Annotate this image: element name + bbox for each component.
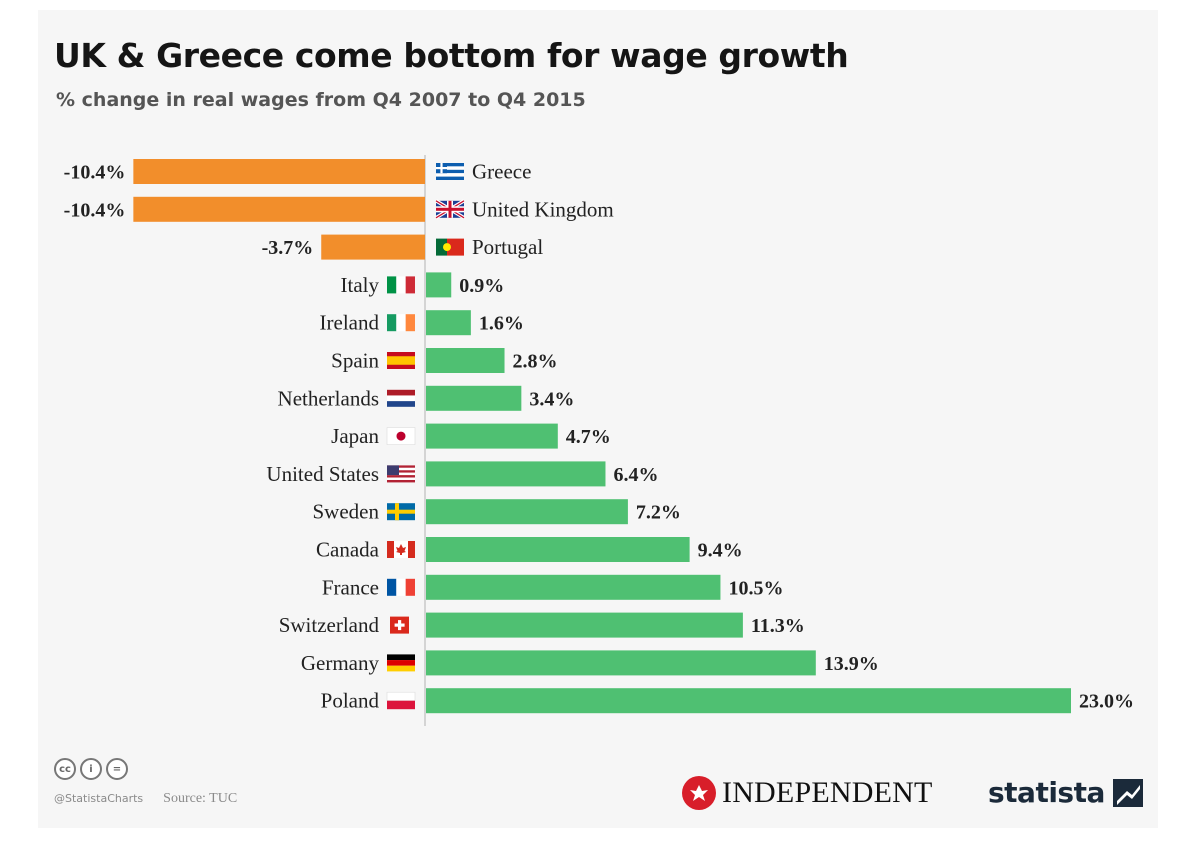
statista-mark-icon: [1112, 778, 1143, 807]
bar-0: [133, 159, 425, 184]
value-label-14: 23.0%: [1079, 691, 1134, 713]
bar-10: [426, 537, 690, 562]
chart-subtitle: % change in real wages from Q4 2007 to Q…: [56, 89, 586, 111]
category-label-1: United Kingdom: [472, 197, 614, 221]
switzerland-flag: [390, 616, 409, 634]
independent-wordmark: INDEPENDENT: [722, 776, 933, 809]
category-label-4: Ireland: [320, 311, 380, 335]
nd-icon[interactable]: =: [106, 758, 128, 780]
category-label-6: Netherlands: [278, 386, 379, 410]
statista-wordmark: statista: [988, 776, 1105, 809]
category-label-8: United States: [266, 462, 379, 486]
value-label-10: 9.4%: [698, 540, 743, 562]
value-label-9: 7.2%: [636, 502, 681, 524]
category-label-0: Greece: [472, 160, 531, 184]
value-label-8: 6.4%: [613, 464, 658, 486]
statista-handle: @StatistaCharts: [54, 792, 144, 805]
category-label-7: Japan: [331, 424, 379, 448]
bar-2: [321, 234, 425, 260]
bar-6: [426, 385, 522, 411]
bar-3: [426, 272, 452, 298]
independent-logo[interactable]: INDEPENDENT: [682, 776, 933, 810]
uk-flag: [435, 199, 465, 220]
category-label-14: Poland: [321, 689, 380, 713]
footer-credits: cc i = @StatistaCharts Source: TUC: [54, 758, 237, 807]
category-label-12: Switzerland: [279, 613, 380, 637]
by-icon[interactable]: i: [80, 758, 102, 780]
value-label-0: -10.4%: [64, 162, 126, 184]
portugal-flag: [436, 238, 464, 256]
bar-11: [426, 574, 721, 600]
italy-flag: [387, 276, 415, 294]
netherlands-flag: [387, 389, 415, 407]
value-label-11: 10.5%: [728, 577, 783, 599]
category-label-3: Italy: [341, 273, 380, 297]
value-label-13: 13.9%: [824, 653, 879, 675]
bar-9: [426, 499, 628, 525]
canada-flag: [387, 541, 415, 558]
bar-13: [426, 650, 816, 676]
sweden-flag: [387, 503, 415, 521]
category-label-5: Spain: [331, 349, 379, 373]
cc-icon[interactable]: cc: [54, 758, 76, 780]
value-label-1: -10.4%: [64, 199, 126, 221]
usa-flag: [387, 465, 415, 483]
ireland-flag: [387, 314, 415, 332]
category-label-11: France: [322, 575, 379, 599]
bar-7: [426, 423, 558, 449]
poland-flag: [386, 691, 416, 710]
bar-14: [426, 688, 1071, 714]
independent-eagle-icon: [682, 776, 716, 810]
value-label-4: 1.6%: [479, 313, 524, 335]
japan-flag: [386, 427, 416, 445]
bar-1: [133, 196, 425, 222]
value-label-7: 4.7%: [566, 426, 611, 448]
bar-12: [426, 612, 743, 638]
category-label-13: Germany: [301, 651, 380, 675]
germany-flag: [387, 654, 415, 672]
value-label-3: 0.9%: [459, 275, 504, 297]
bar-5: [426, 348, 505, 373]
category-label-10: Canada: [316, 538, 380, 562]
category-label-9: Sweden: [313, 500, 380, 524]
source-note: Source: TUC: [163, 791, 238, 806]
value-label-12: 11.3%: [751, 615, 805, 637]
france-flag: [387, 578, 415, 596]
value-label-6: 3.4%: [529, 388, 574, 410]
value-label-2: -3.7%: [262, 237, 314, 259]
chart-title: UK & Greece come bottom for wage growth: [54, 36, 849, 75]
bar-4: [426, 310, 471, 336]
category-label-2: Portugal: [472, 235, 543, 259]
license-icons: cc i =: [54, 758, 237, 780]
spain-flag: [387, 352, 415, 369]
greece-flag: [436, 163, 464, 180]
value-label-5: 2.8%: [513, 351, 558, 373]
bar-8: [426, 461, 606, 487]
statista-logo[interactable]: statista: [988, 776, 1143, 809]
